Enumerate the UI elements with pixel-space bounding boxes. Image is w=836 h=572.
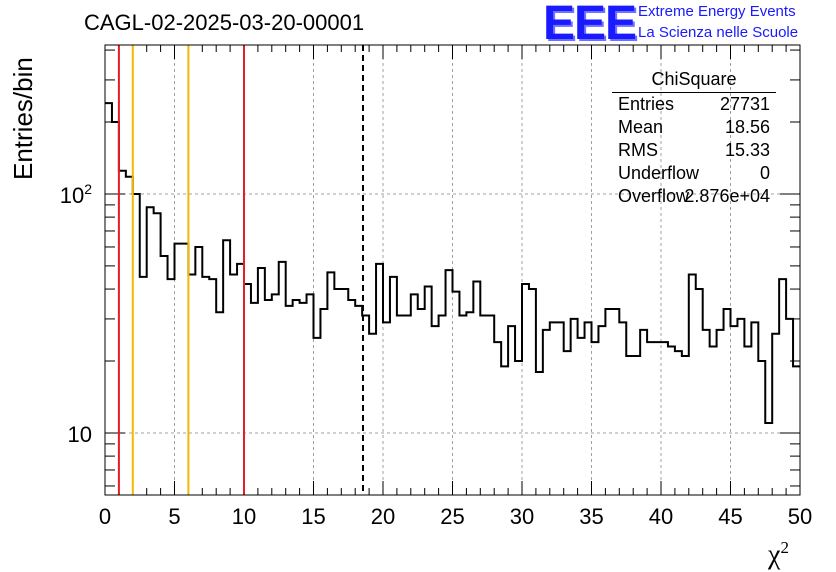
y-tick-label: 10 bbox=[68, 422, 92, 447]
stats-value: 27731 bbox=[719, 94, 770, 114]
x-tick-label: 0 bbox=[99, 504, 111, 529]
stats-key: Mean bbox=[618, 117, 664, 137]
x-tick-label: 35 bbox=[579, 504, 603, 529]
chart-title: CAGL-02-2025-03-20-00001 bbox=[84, 10, 365, 35]
stats-row-underflow: Underflow 0 bbox=[612, 162, 776, 185]
stats-value: 15.33 bbox=[724, 140, 770, 160]
x-tick-label: 30 bbox=[510, 504, 534, 529]
histogram-series bbox=[105, 102, 800, 425]
stats-value: 0 bbox=[759, 163, 770, 183]
logo-mark: EEE bbox=[543, 0, 637, 50]
stats-key: RMS bbox=[618, 140, 658, 160]
stats-row-mean: Mean 18.56 bbox=[612, 116, 776, 139]
x-tick-label: 20 bbox=[371, 504, 395, 529]
x-tick-label: 25 bbox=[440, 504, 464, 529]
x-tick-label: 5 bbox=[168, 504, 180, 529]
logo-line-2: La Scienza nelle Scuole bbox=[638, 24, 799, 41]
stats-key: Underflow bbox=[618, 163, 700, 183]
x-tick-label: 10 bbox=[232, 504, 256, 529]
x-tick-label: 40 bbox=[649, 504, 673, 529]
stats-key: Overflow bbox=[618, 186, 690, 206]
stats-row-overflow: Overflow 2.876e+04 bbox=[612, 185, 776, 208]
stats-row-rms: RMS 15.33 bbox=[612, 139, 776, 162]
x-tick-label: 50 bbox=[788, 504, 812, 529]
x-tick-label: 45 bbox=[718, 504, 742, 529]
y-tick-label: 102 bbox=[60, 181, 92, 208]
stats-value: 2.876e+04 bbox=[684, 186, 770, 206]
y-axis-label: Entries/bin bbox=[8, 57, 38, 180]
stats-title: ChiSquare bbox=[612, 66, 776, 93]
stats-key: Entries bbox=[618, 94, 675, 114]
x-axis-label-sup: 2 bbox=[780, 538, 789, 557]
plot-frame bbox=[104, 44, 801, 496]
x-axis-label: χ2 bbox=[768, 538, 789, 571]
x-axis-label-base: χ bbox=[768, 539, 781, 571]
logo-line-1: Extreme Energy Events bbox=[638, 3, 796, 20]
stats-box: ChiSquare Entries 27731 Mean 18.56 RMS 1… bbox=[612, 66, 776, 208]
stats-row-entries: Entries 27731 bbox=[612, 93, 776, 116]
x-tick-label: 15 bbox=[301, 504, 325, 529]
stats-value: 18.56 bbox=[724, 117, 770, 137]
